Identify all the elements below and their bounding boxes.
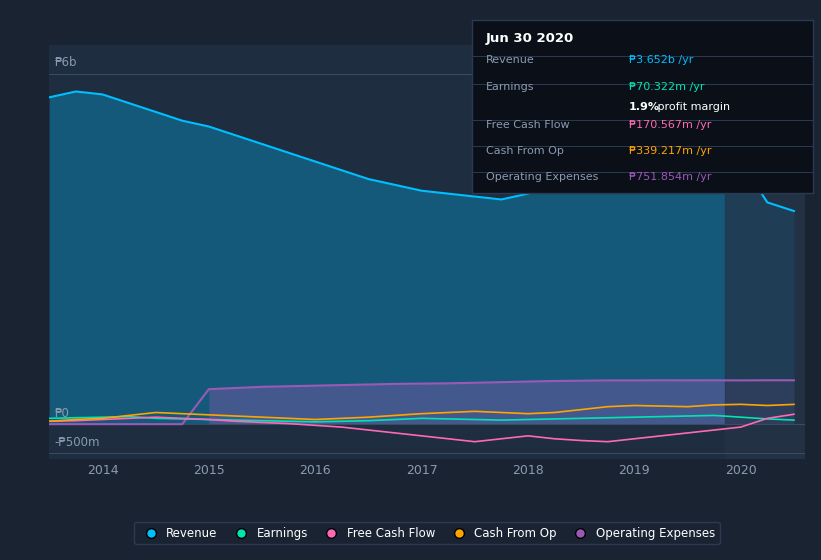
Text: ₱0: ₱0: [54, 407, 70, 419]
Text: profit margin: profit margin: [654, 101, 731, 111]
Text: ₱170.567m /yr: ₱170.567m /yr: [629, 120, 711, 130]
Legend: Revenue, Earnings, Free Cash Flow, Cash From Op, Operating Expenses: Revenue, Earnings, Free Cash Flow, Cash …: [135, 522, 719, 544]
Text: ₱70.322m /yr: ₱70.322m /yr: [629, 82, 704, 92]
Text: Free Cash Flow: Free Cash Flow: [486, 120, 569, 130]
Text: 1.9%: 1.9%: [629, 101, 660, 111]
Bar: [725, 45, 805, 459]
Text: ₱3.652b /yr: ₱3.652b /yr: [629, 55, 693, 65]
Text: ₱751.854m /yr: ₱751.854m /yr: [629, 172, 711, 182]
Text: ₱6b: ₱6b: [54, 57, 77, 69]
Text: Cash From Op: Cash From Op: [486, 146, 563, 156]
Text: Revenue: Revenue: [486, 55, 534, 65]
Text: Operating Expenses: Operating Expenses: [486, 172, 598, 182]
Text: Jun 30 2020: Jun 30 2020: [486, 32, 574, 45]
Text: -₱500m: -₱500m: [54, 436, 100, 449]
Text: Earnings: Earnings: [486, 82, 534, 92]
Text: ₱339.217m /yr: ₱339.217m /yr: [629, 146, 711, 156]
